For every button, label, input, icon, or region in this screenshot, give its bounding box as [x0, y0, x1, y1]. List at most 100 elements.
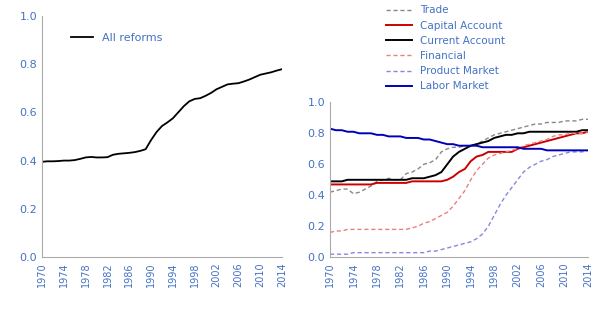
Legend: All reforms: All reforms [67, 28, 167, 47]
Labor Market [443, 142, 451, 146]
Product Market [391, 251, 398, 255]
Line: Capital Account: Capital Account [330, 132, 588, 184]
Labor Market [403, 136, 410, 140]
Labor Market [379, 133, 386, 137]
Product Market [502, 193, 509, 197]
Capital Account [502, 150, 509, 154]
Labor Market [455, 144, 463, 148]
Financial [567, 131, 574, 135]
Financial [549, 135, 556, 138]
Capital Account [385, 181, 392, 185]
Product Market [356, 251, 363, 255]
Product Market [350, 251, 357, 255]
Labor Market [555, 148, 562, 152]
Labor Market [514, 145, 521, 149]
Financial [461, 189, 469, 193]
Financial [432, 217, 439, 220]
Capital Account [526, 144, 533, 148]
Product Market [438, 248, 445, 251]
Capital Account [449, 175, 457, 179]
Product Market [326, 252, 334, 256]
Trade [572, 119, 580, 123]
Capital Account [491, 150, 498, 154]
Product Market [415, 251, 422, 255]
Trade [578, 117, 586, 121]
Product Market [362, 251, 369, 255]
Product Market [544, 158, 551, 162]
Capital Account [567, 133, 574, 137]
Capital Account [479, 153, 486, 157]
Financial [520, 144, 527, 148]
Capital Account [362, 183, 369, 186]
Trade [544, 121, 551, 124]
Financial [367, 228, 374, 231]
Current Account [455, 150, 463, 154]
Labor Market [549, 148, 556, 152]
Product Market [455, 243, 463, 247]
Labor Market [367, 131, 374, 135]
Financial [403, 228, 410, 231]
Current Account [426, 175, 433, 179]
Financial [409, 226, 416, 230]
Capital Account [415, 179, 422, 183]
Current Account [373, 178, 380, 182]
Current Account [385, 178, 392, 182]
Labor Market [508, 145, 515, 149]
Trade [379, 178, 386, 182]
Current Account [479, 141, 486, 144]
Product Market [567, 150, 574, 154]
Financial [438, 214, 445, 217]
Current Account [415, 176, 422, 180]
Current Account [443, 162, 451, 166]
Capital Account [350, 183, 357, 186]
Labor Market [538, 147, 545, 151]
Current Account [403, 178, 410, 182]
Labor Market [338, 128, 346, 132]
Trade [415, 167, 422, 171]
Trade [432, 158, 439, 162]
Product Market [367, 251, 374, 255]
Trade [567, 119, 574, 123]
Product Market [578, 150, 586, 154]
Labor Market [438, 141, 445, 144]
Labor Market [561, 148, 568, 152]
Trade [584, 117, 592, 121]
Trade [561, 119, 568, 123]
Trade [538, 122, 545, 126]
Capital Account [344, 183, 351, 186]
Capital Account [520, 145, 527, 149]
Financial [555, 133, 562, 137]
Capital Account [379, 181, 386, 185]
Financial [514, 147, 521, 151]
Financial [584, 130, 592, 134]
Capital Account [544, 139, 551, 143]
Labor Market [426, 138, 433, 141]
Capital Account [438, 179, 445, 183]
Trade [461, 144, 469, 148]
Product Market [461, 241, 469, 245]
Financial [326, 231, 334, 234]
Financial [332, 229, 340, 233]
Product Market [538, 159, 545, 163]
Product Market [508, 186, 515, 189]
Product Market [385, 251, 392, 255]
Current Account [409, 176, 416, 180]
Labor Market [373, 133, 380, 137]
Trade [362, 187, 369, 191]
Financial [496, 152, 503, 155]
Financial [338, 229, 346, 233]
Product Market [485, 224, 492, 228]
Capital Account [538, 141, 545, 144]
Product Market [409, 251, 416, 255]
Capital Account [496, 150, 503, 154]
Product Market [555, 153, 562, 157]
Financial [391, 228, 398, 231]
Trade [520, 125, 527, 129]
Labor Market [350, 130, 357, 134]
Trade [373, 179, 380, 183]
Capital Account [572, 131, 580, 135]
Product Market [403, 251, 410, 255]
Labor Market [397, 135, 404, 138]
Product Market [449, 245, 457, 248]
Financial [479, 162, 486, 166]
